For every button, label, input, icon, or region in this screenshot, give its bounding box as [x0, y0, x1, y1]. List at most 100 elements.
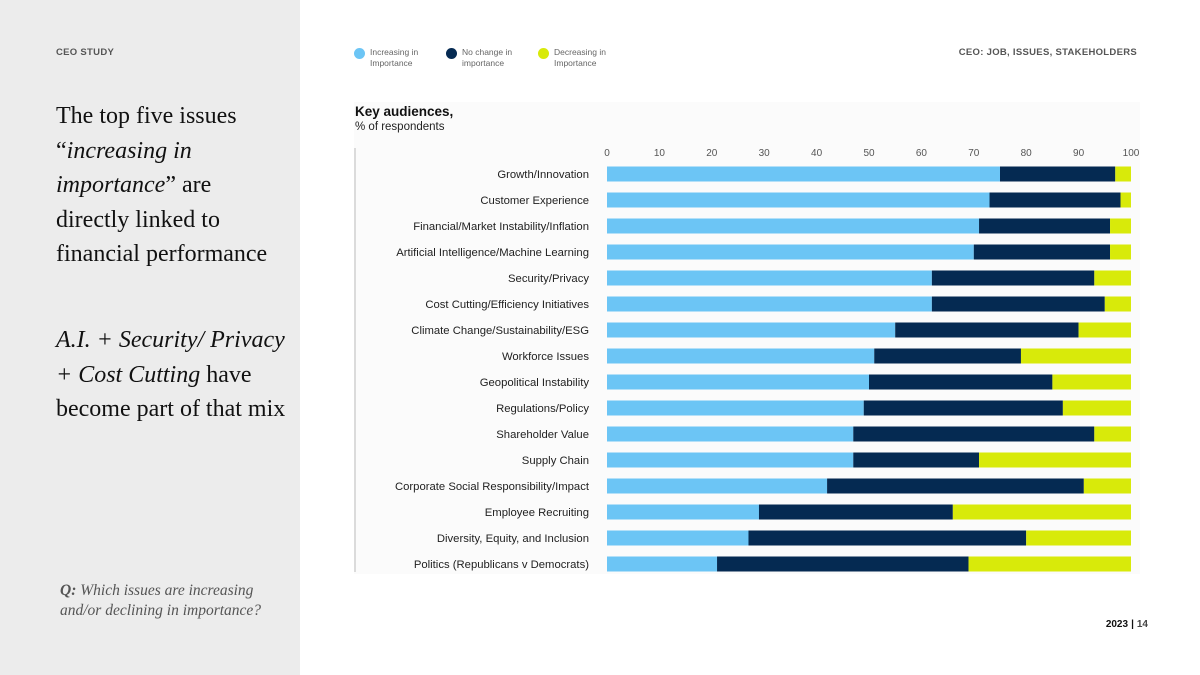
bar-segment	[607, 452, 854, 468]
subline: A.I. + Security/ Privacy + Cost Cutting …	[56, 323, 286, 427]
bar-segment	[1110, 218, 1131, 234]
category-label: Climate Change/Sustainability/ESG	[411, 325, 589, 337]
category-label: Growth/Innovation	[497, 169, 589, 181]
bar-segment	[853, 452, 980, 468]
left-panel: CEO STUDY The top five issues “increasin…	[0, 0, 300, 675]
legend-label-no-change: No change in importance	[462, 47, 513, 68]
bar-segment	[607, 400, 864, 416]
headline-quote-open: “	[56, 137, 67, 164]
bar-segment	[874, 348, 1021, 364]
stacked-bar-chart: Key audiences, % of respondents 0 10 20 30 40 5…	[354, 104, 1140, 572]
bar-segment	[931, 296, 1105, 312]
x-tick-label: 10	[654, 148, 666, 159]
chart-panel: Key audiences, % of respondents 0 10 20 30 40 5…	[354, 102, 1140, 574]
bar-segment	[973, 244, 1111, 260]
legend-swatch-no-change	[446, 48, 457, 59]
bar-segment	[758, 504, 953, 520]
bar-segment	[1062, 400, 1131, 416]
survey-question: Q: Which issues are increasing and/or de…	[60, 581, 290, 621]
x-tick-label: 60	[916, 148, 928, 159]
x-tick-label: 70	[968, 148, 980, 159]
bar-segment	[1083, 478, 1131, 494]
page-index: 14	[1136, 619, 1148, 630]
bar-segment	[607, 218, 980, 234]
bar-segment	[869, 374, 1053, 390]
bar-segment	[1104, 296, 1131, 312]
bar-segment	[748, 530, 1027, 546]
bar-segment	[607, 556, 718, 572]
subline-rest: have become part of that mix	[56, 361, 286, 423]
headline: The top five issues “increasing in impor…	[56, 99, 286, 272]
chart-subtitle: % of respondents	[355, 121, 445, 133]
bar-segment	[607, 244, 974, 260]
headline-line1: The top five issues	[56, 103, 237, 129]
legend-swatch-decreasing	[538, 48, 549, 59]
bar-segment	[895, 322, 1079, 338]
bar-segment	[1026, 530, 1131, 546]
bar-segment	[979, 218, 1111, 234]
bar-segment	[607, 530, 749, 546]
x-tick-label: 0	[604, 148, 610, 159]
bar-segment	[931, 270, 1095, 286]
bar-segment	[863, 400, 1063, 416]
category-label: Employee Recruiting	[485, 507, 589, 519]
section-label: CEO STUDY	[56, 47, 115, 58]
category-label: Financial/Market Instability/Inflation	[413, 221, 589, 233]
legend-swatch-increasing	[354, 48, 365, 59]
category-label: Diversity, Equity, and Inclusion	[437, 533, 589, 545]
x-tick-label: 90	[1073, 148, 1085, 159]
section-title: CEO: JOB, ISSUES, STAKEHOLDERS	[958, 47, 1137, 58]
chart-title: Key audiences,	[355, 104, 453, 119]
x-tick-label: 20	[706, 148, 718, 159]
category-label: Artificial Intelligence/Machine Learning	[396, 247, 589, 259]
bar-segment	[853, 426, 1095, 442]
bar-segment	[1115, 166, 1131, 182]
bar-segment	[607, 426, 854, 442]
headline-quote-close: ”	[165, 172, 176, 198]
category-label: Geopolitical Instability	[480, 377, 590, 389]
bar-segment	[1020, 348, 1131, 364]
bar-segment	[717, 556, 969, 572]
bar-segment	[1052, 374, 1131, 390]
x-tick-label: 40	[811, 148, 823, 159]
legend-item-no-change: No change in importance	[446, 47, 524, 69]
question-text: Which issues are increasing and/or decli…	[60, 582, 262, 619]
bar-segment	[607, 192, 990, 208]
category-label: Corporate Social Responsibility/Impact	[395, 481, 590, 493]
bar-segment	[968, 556, 1131, 572]
legend-item-decreasing: Decreasing in Importance	[538, 47, 616, 69]
legend-item-increasing: Increasing in Importance	[354, 47, 432, 69]
bar-segment	[979, 452, 1131, 468]
legend-label-increasing: Increasing in Importance	[370, 47, 419, 68]
subline-italic: A.I. + Security/ Privacy + Cost Cutting	[56, 327, 285, 388]
category-label: Customer Experience	[480, 195, 589, 207]
bar-segment	[607, 166, 1000, 182]
bar-segment	[607, 504, 759, 520]
bar-segment	[1094, 270, 1131, 286]
x-tick-label: 100	[1123, 148, 1140, 159]
bar-segment	[607, 322, 896, 338]
x-tick-label: 50	[863, 148, 875, 159]
category-label: Supply Chain	[522, 455, 589, 467]
bar-segment	[1000, 166, 1116, 182]
x-tick-label: 80	[1021, 148, 1033, 159]
bar-segment	[607, 296, 932, 312]
category-label: Workforce Issues	[502, 351, 589, 363]
bar-segment	[1110, 244, 1131, 260]
bar-segment	[1078, 322, 1131, 338]
category-label: Security/Privacy	[508, 273, 589, 285]
category-label: Politics (Republicans v Democrats)	[414, 559, 589, 571]
bar-segment	[607, 478, 828, 494]
question-prefix: Q:	[60, 582, 77, 599]
bar-segment	[1120, 192, 1131, 208]
bar-segment	[607, 374, 869, 390]
bar-segment	[952, 504, 1131, 520]
page-number: 2023 | 14	[1106, 619, 1148, 630]
category-label: Shareholder Value	[496, 429, 589, 441]
bar-segment	[607, 270, 932, 286]
page-separator: |	[1131, 619, 1134, 630]
bar-segment	[607, 348, 875, 364]
headline-rest: are directly linked to financial perform…	[56, 172, 268, 267]
bar-segment	[1094, 426, 1131, 442]
chart-legend: Increasing in Importance No change in im…	[354, 47, 616, 69]
